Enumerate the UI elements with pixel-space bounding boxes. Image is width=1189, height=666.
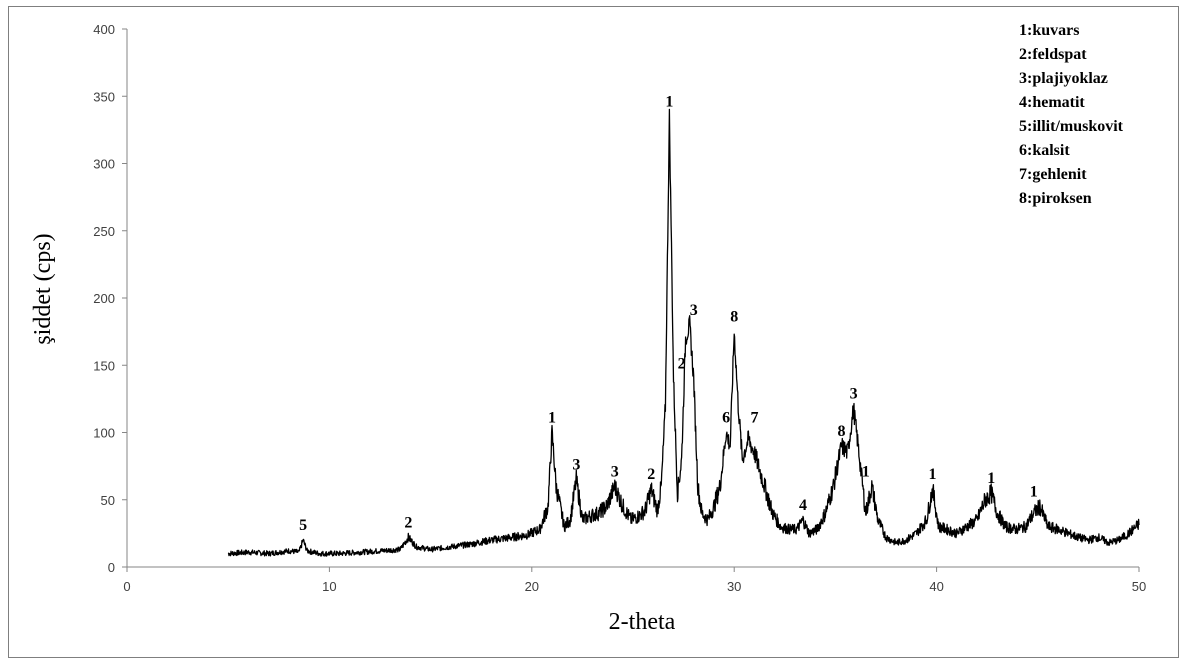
y-axis-ticks: 0 50 100 150 200 250 300 350 400 — [93, 22, 127, 575]
x-tick-label: 30 — [727, 579, 741, 594]
peak-label: 2 — [404, 514, 412, 531]
legend-entry: 8:piroksen — [1019, 190, 1092, 207]
diffraction-series — [227, 108, 1140, 557]
x-tick-label: 20 — [525, 579, 539, 594]
y-tick-label: 300 — [93, 157, 115, 172]
peak-label: 2 — [678, 356, 686, 373]
y-tick-label: 400 — [93, 22, 115, 37]
x-axis-ticks: 0 10 20 30 40 50 — [123, 567, 1146, 594]
legend-entry: 3:plajiyoklaz — [1019, 70, 1108, 87]
y-axis-title: şiddet (cps) — [30, 233, 56, 344]
y-tick-label: 350 — [93, 89, 115, 104]
peak-label: 5 — [299, 517, 307, 534]
legend-entry: 5:illit/muskovit — [1019, 118, 1124, 135]
peak-label: 8 — [837, 423, 845, 440]
y-tick-label: 250 — [93, 224, 115, 239]
x-axis-title: 2-theta — [609, 609, 676, 635]
peak-label: 3 — [850, 385, 858, 402]
peak-label: 1 — [1030, 483, 1038, 500]
legend-entry: 4:hematit — [1019, 94, 1085, 111]
legend-entry: 7:gehlenit — [1019, 166, 1087, 183]
y-tick-label: 150 — [93, 358, 115, 373]
diffraction-line — [227, 108, 1140, 557]
peak-label: 1 — [862, 463, 870, 480]
xrd-chart: 0 50 100 150 200 250 300 350 400 0 10 20 30 40 50 5 2 1… — [30, 22, 1146, 635]
y-tick-label: 50 — [101, 493, 115, 508]
y-tick-label: 0 — [108, 560, 115, 575]
peak-annotations: 5 2 1 3 3 2 1 2 3 6 8 7 4 8 3 1 1 1 1 — [299, 93, 1038, 534]
legend-entry: 2:feldspat — [1019, 46, 1087, 63]
y-tick-label: 100 — [93, 426, 115, 441]
peak-label: 1 — [929, 466, 937, 483]
legend-entry: 6:kalsit — [1019, 142, 1070, 159]
peak-label: 1 — [987, 470, 995, 487]
peak-label: 3 — [611, 463, 619, 480]
peak-label: 8 — [730, 309, 738, 326]
peak-label: 1 — [548, 410, 556, 427]
peak-label: 1 — [665, 93, 673, 110]
x-tick-label: 10 — [322, 579, 336, 594]
peak-label: 3 — [572, 457, 580, 474]
x-tick-label: 40 — [929, 579, 943, 594]
peak-label: 3 — [690, 302, 698, 319]
legend-entry: 1:kuvars — [1019, 22, 1079, 39]
peak-label: 2 — [647, 466, 655, 483]
mineral-legend: 1:kuvars 2:feldspat 3:plajiyoklaz 4:hematit… — [1019, 22, 1124, 207]
peak-label: 6 — [722, 410, 730, 427]
x-tick-label: 50 — [1132, 579, 1146, 594]
chart-frame: 0 50 100 150 200 250 300 350 400 0 10 20 30 40 50 5 2 1… — [8, 6, 1179, 658]
peak-label: 4 — [799, 497, 807, 514]
x-tick-label: 0 — [123, 579, 130, 594]
peak-label: 7 — [750, 410, 758, 427]
y-tick-label: 200 — [93, 291, 115, 306]
